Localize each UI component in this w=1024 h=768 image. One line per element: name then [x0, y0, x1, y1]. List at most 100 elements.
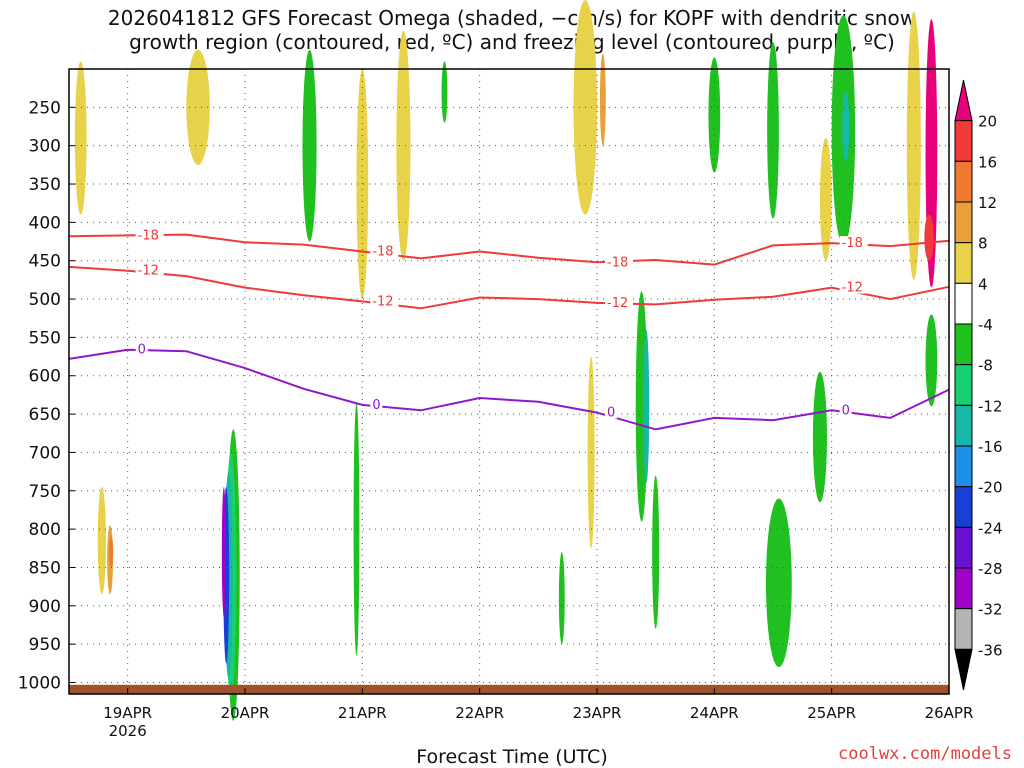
y-tick-label: 350 — [29, 175, 61, 195]
y-tick-label: 700 — [29, 443, 61, 463]
colorbar-swatch — [954, 364, 973, 406]
contour-line — [68, 233, 950, 266]
x-tick-label: 23APR — [573, 704, 622, 722]
contour-label: -18 — [138, 228, 159, 243]
colorbar-label: -8 — [978, 357, 993, 375]
contour-label: -18 — [607, 255, 628, 270]
colorbar-swatch — [954, 201, 973, 244]
y-tick-label: 800 — [29, 520, 61, 540]
omega-shade-region — [353, 402, 360, 656]
y-tick-label: 450 — [29, 252, 61, 272]
contour-label: -12 — [138, 264, 159, 279]
contour-label-bg — [370, 244, 399, 258]
x-tick-label: 19APR — [103, 704, 152, 722]
omega-shade-region — [109, 536, 114, 568]
colorbar-swatch — [954, 445, 973, 488]
contour-label-bg — [135, 342, 148, 356]
contour-label: -18 — [372, 245, 393, 260]
y-tick-label: 500 — [29, 290, 61, 310]
colorbar-label: -36 — [978, 641, 1003, 659]
contour-label-bg — [135, 228, 164, 242]
plot-background — [69, 69, 949, 694]
omega-shade-region — [765, 498, 792, 668]
watermark-link[interactable]: coolwx.com/models — [838, 744, 1012, 764]
omega-shade-region — [812, 371, 827, 503]
x-tick-label: 26APR — [925, 704, 974, 722]
omega-shade-region — [97, 486, 106, 595]
x-axis: 19APR 20APR 21APR 22APR 23APR 24APR 25APR 26APR… — [103, 688, 973, 740]
contour-label: 0 — [842, 403, 850, 418]
ground-layer — [69, 684, 949, 694]
contour-line — [68, 348, 950, 431]
y-tick-label: 1000 — [18, 673, 61, 693]
contour-label: -12 — [842, 281, 863, 296]
plot-frame — [68, 68, 950, 695]
contour-label-bg — [135, 263, 164, 277]
contour-label: -18 — [842, 236, 863, 251]
y-tick-label: 750 — [29, 482, 61, 502]
colorbar-cap-top — [954, 79, 973, 122]
y-tick-label: 900 — [29, 597, 61, 617]
colorbar-swatch — [954, 242, 973, 284]
colorbar-label: -32 — [978, 601, 1003, 619]
contour-label-bg — [839, 403, 852, 417]
omega-shade-region — [396, 30, 411, 261]
omega-shading-layer — [74, 0, 938, 721]
omega-shade-region — [708, 57, 721, 173]
colorbar-swatch — [954, 282, 973, 325]
contour-label-bg — [370, 397, 383, 411]
contour-line — [68, 265, 950, 310]
plot-area — [69, 69, 949, 694]
omega-shade-region — [74, 61, 87, 215]
colorbar-label: 16 — [978, 153, 997, 171]
omega-shade-region — [186, 49, 210, 165]
contour-label: 0 — [372, 398, 380, 413]
x-year-label: 2026 — [109, 722, 147, 740]
y-tick-label: 550 — [29, 328, 61, 348]
colorbar-label: -20 — [978, 479, 1003, 497]
contour-label-bg — [839, 280, 868, 294]
y-tick-label: 250 — [29, 98, 61, 118]
y-tick-label: 400 — [29, 213, 61, 233]
contour-label-bg — [839, 236, 868, 250]
omega-shade-region — [356, 68, 369, 300]
y-tick-label: 950 — [29, 635, 61, 655]
colorbar-swatch — [954, 567, 973, 610]
chart-title: 2026041812 GFS Forecast Omega (shaded, −… — [0, 6, 1024, 54]
x-tick-label: 25APR — [807, 704, 856, 722]
omega-shade-region — [819, 138, 832, 261]
colorbar-label: 4 — [978, 275, 988, 293]
colorbar-swatch — [954, 486, 973, 528]
colorbar-label: -24 — [978, 519, 1003, 537]
colorbar-swatch — [954, 608, 973, 650]
contour-label-bg — [370, 294, 399, 308]
colorbar-label: 8 — [978, 235, 988, 253]
omega-shade-region — [924, 214, 934, 261]
y-tick-label: 600 — [29, 367, 61, 387]
colorbar-legend: 20 16 12 8 4 -4 -8 -12 -16 -20 -24 -28 -32 -36 — [954, 79, 1003, 691]
y-axis: 250 300 350 400 450 500 550 600 650 700 750 800 850 9… — [18, 98, 75, 693]
contour-label-bg — [605, 255, 633, 269]
colorbar-swatch — [954, 323, 973, 366]
contour-label: 0 — [607, 406, 615, 421]
colorbar-label: 20 — [978, 113, 997, 131]
colorbar-swatch — [954, 404, 973, 447]
x-tick-label: 20APR — [221, 704, 270, 722]
omega-shade-region — [441, 61, 448, 123]
x-tick-label: 22APR — [455, 704, 504, 722]
omega-shade-region — [643, 329, 650, 484]
chart-title-line2: growth region (contoured, red, ºC) and f… — [129, 30, 895, 54]
y-tick-label: 850 — [29, 558, 61, 578]
colorbar-label: -4 — [978, 316, 993, 334]
y-tick-label: 300 — [29, 137, 61, 157]
colorbar-swatch — [954, 160, 973, 203]
colorbar-label: -16 — [978, 438, 1003, 456]
colorbar-label: 12 — [978, 194, 997, 212]
omega-shade-region — [925, 314, 938, 407]
colorbar-label: -12 — [978, 397, 1003, 415]
colorbar-swatch — [954, 526, 973, 569]
contour-label-bg — [605, 405, 617, 419]
y-tick-label: 650 — [29, 405, 61, 425]
omega-shade-region — [599, 53, 606, 146]
